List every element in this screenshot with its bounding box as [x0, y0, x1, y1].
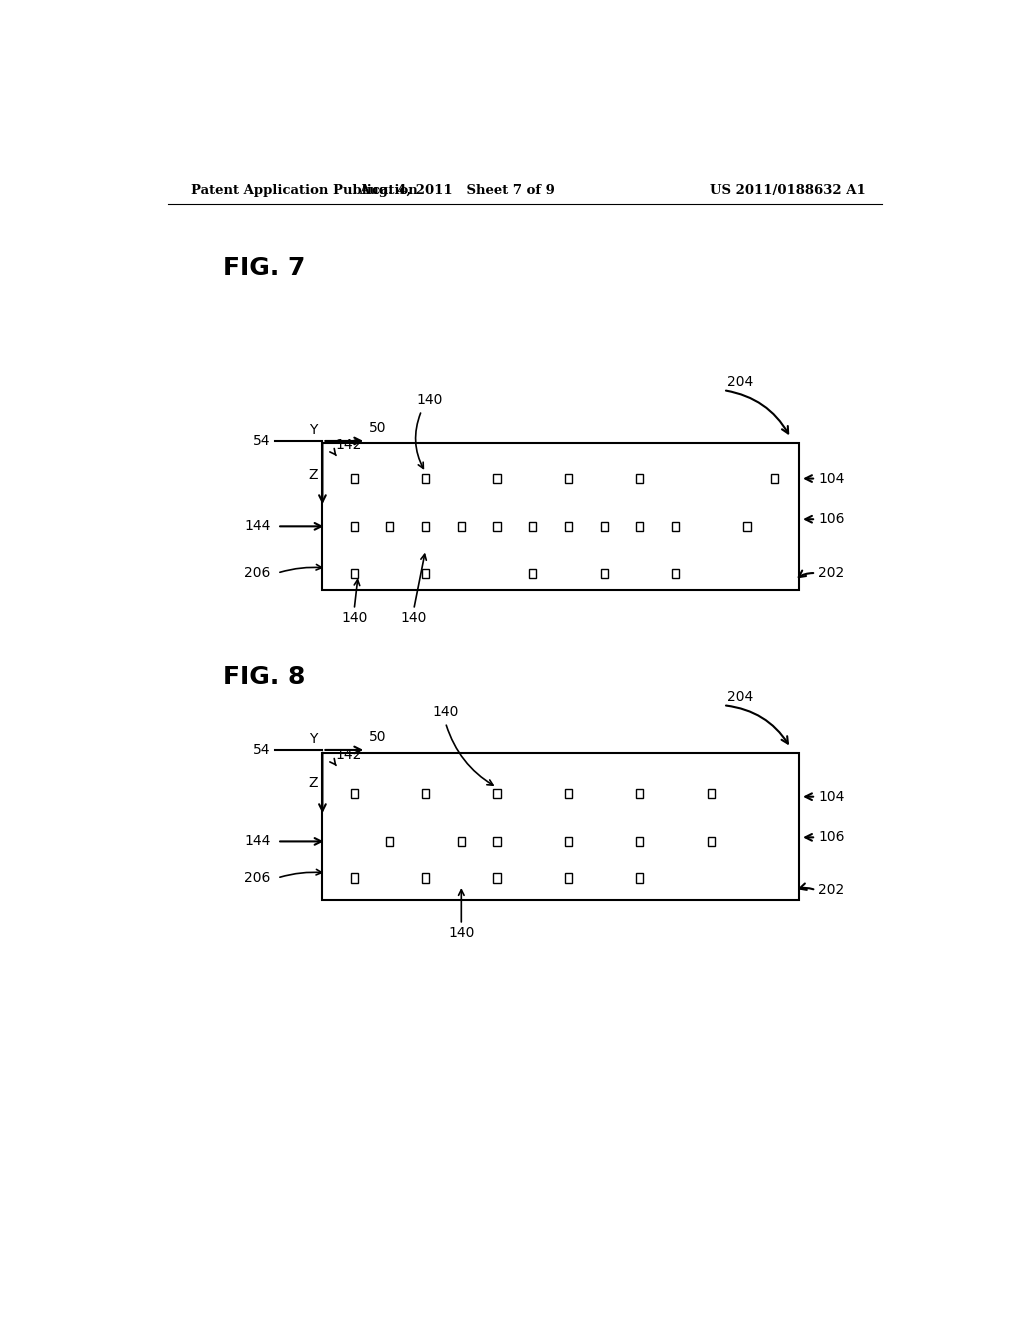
Text: 140: 140	[417, 393, 442, 408]
Bar	[708, 789, 715, 799]
Bar	[422, 569, 429, 578]
Text: 106: 106	[818, 830, 845, 845]
Bar	[350, 474, 357, 483]
Bar	[422, 474, 429, 483]
Bar	[636, 521, 643, 531]
Bar	[565, 474, 572, 483]
Text: 50: 50	[369, 730, 386, 744]
Text: 54: 54	[253, 434, 270, 447]
Bar	[494, 874, 501, 883]
Bar	[565, 789, 572, 799]
FancyArrowPatch shape	[800, 883, 813, 890]
Text: 204: 204	[727, 375, 754, 389]
Bar	[386, 521, 393, 531]
Bar	[323, 444, 799, 590]
Text: 206: 206	[245, 566, 270, 579]
Text: 206: 206	[245, 871, 270, 884]
FancyArrowPatch shape	[415, 554, 426, 607]
Text: Y: Y	[309, 731, 317, 746]
Bar	[386, 837, 393, 846]
Text: Y: Y	[309, 422, 317, 437]
Bar	[350, 874, 357, 883]
Bar	[494, 837, 501, 846]
Bar	[494, 474, 501, 483]
Text: 104: 104	[818, 471, 845, 486]
Bar	[494, 521, 501, 531]
Text: Patent Application Publication: Patent Application Publication	[191, 185, 418, 198]
Bar	[636, 874, 643, 883]
FancyArrowPatch shape	[416, 413, 423, 469]
FancyArrowPatch shape	[726, 391, 788, 433]
Text: 144: 144	[245, 519, 270, 533]
Bar	[565, 837, 572, 846]
Text: US 2011/0188632 A1: US 2011/0188632 A1	[711, 185, 866, 198]
Text: 140: 140	[432, 705, 459, 719]
Text: FIG. 7: FIG. 7	[223, 256, 305, 280]
Text: 106: 106	[818, 512, 845, 527]
FancyArrowPatch shape	[280, 565, 322, 573]
Bar	[672, 569, 679, 578]
Text: 202: 202	[818, 883, 845, 898]
Bar	[601, 521, 607, 531]
Text: 140: 140	[449, 925, 474, 940]
Text: Z: Z	[308, 467, 317, 482]
FancyArrowPatch shape	[280, 870, 322, 878]
Text: 142: 142	[336, 748, 362, 762]
Bar	[458, 837, 465, 846]
Text: 54: 54	[253, 743, 270, 756]
Bar	[422, 874, 429, 883]
Text: Z: Z	[308, 776, 317, 791]
Text: 204: 204	[727, 690, 754, 704]
Bar	[422, 789, 429, 799]
Text: Aug. 4, 2011   Sheet 7 of 9: Aug. 4, 2011 Sheet 7 of 9	[359, 185, 555, 198]
Bar	[350, 789, 357, 799]
Text: 50: 50	[369, 421, 386, 434]
Text: 140: 140	[400, 611, 427, 624]
Bar	[350, 521, 357, 531]
Bar	[565, 874, 572, 883]
Text: 202: 202	[818, 566, 845, 579]
Bar	[771, 474, 778, 483]
Text: FIG. 8: FIG. 8	[223, 665, 305, 689]
FancyArrowPatch shape	[354, 579, 359, 607]
Bar	[636, 837, 643, 846]
Bar	[636, 789, 643, 799]
Text: 140: 140	[341, 611, 368, 624]
FancyArrowPatch shape	[726, 705, 787, 743]
FancyArrowPatch shape	[799, 570, 813, 577]
Bar	[672, 521, 679, 531]
Bar	[529, 569, 537, 578]
Bar	[743, 521, 751, 531]
Bar	[494, 789, 501, 799]
Bar	[458, 521, 465, 531]
Bar	[529, 521, 537, 531]
Text: 144: 144	[245, 834, 270, 849]
Text: 142: 142	[336, 438, 362, 451]
FancyArrowPatch shape	[459, 890, 464, 921]
FancyArrowPatch shape	[446, 725, 493, 785]
Bar	[601, 569, 607, 578]
Bar	[350, 569, 357, 578]
Bar	[422, 521, 429, 531]
Text: 104: 104	[818, 789, 845, 804]
Bar	[636, 474, 643, 483]
Bar	[708, 837, 715, 846]
Bar	[565, 521, 572, 531]
Bar	[323, 752, 799, 900]
